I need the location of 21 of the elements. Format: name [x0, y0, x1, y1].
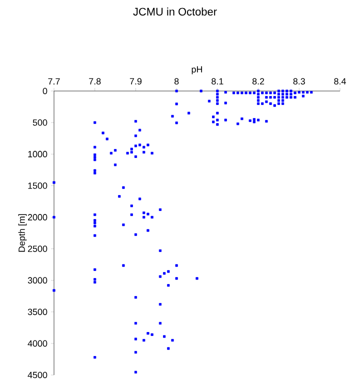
y-tick-label: 3000: [28, 277, 48, 284]
y-tick-label: 1500: [28, 182, 48, 189]
y-tick-label: 0: [42, 88, 48, 94]
y-tick-label: 3500: [28, 308, 48, 316]
y-tick-label: 2000: [28, 214, 48, 220]
chart-title: JCMU in October: [133, 8, 217, 16]
x-tick-label: 8: [174, 78, 179, 84]
y-tick-label: 4000: [28, 340, 48, 347]
x-tick-label: 8.4: [334, 78, 346, 84]
x-tick-label: 8.2: [252, 78, 264, 84]
y-tick-label: 500: [32, 119, 48, 126]
y-axis-title: Depth [m]: [18, 214, 27, 252]
x-tick-label: 8.1: [212, 78, 224, 84]
x-tick-label: 8.3: [293, 78, 305, 84]
x-tick-label: 7.7: [48, 78, 60, 84]
y-tick-label: 4500: [28, 372, 48, 378]
y-tick-label: 1000: [28, 150, 48, 158]
x-tick-label: 7.8: [89, 78, 101, 84]
x-axis-title: pH: [192, 66, 202, 74]
x-tick-label: 7.9: [130, 78, 142, 84]
y-tick-label: 2500: [28, 246, 48, 252]
